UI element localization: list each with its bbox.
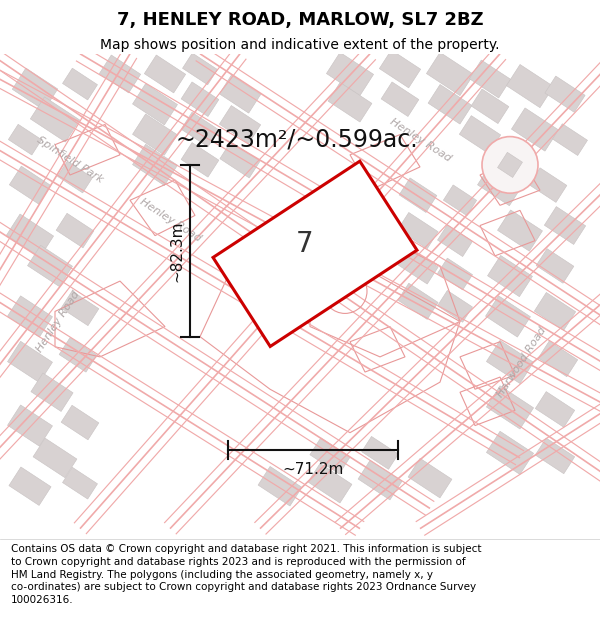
- Polygon shape: [443, 185, 476, 216]
- Polygon shape: [506, 64, 554, 108]
- Polygon shape: [478, 164, 523, 206]
- Polygon shape: [379, 50, 421, 88]
- Polygon shape: [8, 296, 52, 337]
- Polygon shape: [408, 458, 452, 498]
- Text: 7, HENLEY ROAD, MARLOW, SL7 2BZ: 7, HENLEY ROAD, MARLOW, SL7 2BZ: [117, 11, 483, 29]
- Polygon shape: [488, 256, 532, 297]
- Text: Contains OS data © Crown copyright and database right 2021. This information is : Contains OS data © Crown copyright and d…: [11, 544, 481, 605]
- Polygon shape: [536, 249, 574, 283]
- Polygon shape: [381, 82, 419, 116]
- Polygon shape: [535, 292, 575, 331]
- Polygon shape: [8, 124, 41, 155]
- Polygon shape: [258, 466, 302, 506]
- Polygon shape: [553, 124, 587, 156]
- Circle shape: [482, 137, 538, 193]
- Text: Harwood Road: Harwood Road: [496, 325, 548, 399]
- Polygon shape: [326, 52, 374, 96]
- Polygon shape: [7, 214, 53, 258]
- Polygon shape: [398, 213, 438, 249]
- Polygon shape: [398, 248, 438, 284]
- Polygon shape: [545, 76, 585, 112]
- Polygon shape: [362, 436, 398, 469]
- Polygon shape: [308, 463, 352, 503]
- Polygon shape: [133, 114, 178, 155]
- Polygon shape: [213, 161, 417, 346]
- Polygon shape: [8, 405, 52, 446]
- Polygon shape: [535, 392, 575, 428]
- Polygon shape: [62, 468, 97, 499]
- Polygon shape: [428, 84, 472, 124]
- Polygon shape: [58, 161, 92, 193]
- Polygon shape: [535, 438, 575, 474]
- Text: ~2423m²/~0.599ac.: ~2423m²/~0.599ac.: [175, 127, 418, 152]
- Polygon shape: [497, 210, 542, 251]
- Polygon shape: [398, 283, 438, 319]
- Text: Spinfield Park: Spinfield Park: [35, 135, 105, 185]
- Text: Henley Road: Henley Road: [388, 116, 452, 163]
- Polygon shape: [220, 75, 260, 113]
- Polygon shape: [31, 97, 80, 142]
- Text: Henley Road: Henley Road: [35, 289, 82, 354]
- Polygon shape: [33, 438, 77, 478]
- Polygon shape: [497, 152, 523, 178]
- Polygon shape: [469, 60, 511, 98]
- Polygon shape: [133, 144, 178, 186]
- Polygon shape: [181, 142, 219, 177]
- Polygon shape: [460, 116, 500, 154]
- Polygon shape: [437, 258, 472, 290]
- Polygon shape: [328, 82, 372, 122]
- Polygon shape: [61, 291, 99, 326]
- Polygon shape: [487, 431, 533, 474]
- Polygon shape: [182, 53, 217, 85]
- Text: ~71.2m: ~71.2m: [283, 462, 344, 477]
- Polygon shape: [8, 341, 52, 382]
- Polygon shape: [181, 82, 219, 116]
- Polygon shape: [487, 341, 533, 384]
- Polygon shape: [538, 341, 578, 377]
- Polygon shape: [544, 207, 586, 244]
- Text: Henley Road: Henley Road: [137, 197, 202, 244]
- Polygon shape: [437, 291, 472, 322]
- Polygon shape: [399, 178, 437, 212]
- Polygon shape: [310, 438, 350, 474]
- Polygon shape: [220, 106, 260, 143]
- Polygon shape: [220, 142, 260, 178]
- Polygon shape: [133, 84, 178, 125]
- Polygon shape: [427, 52, 473, 96]
- Polygon shape: [12, 68, 58, 110]
- Polygon shape: [529, 168, 567, 202]
- Text: ~82.3m: ~82.3m: [169, 220, 184, 281]
- Polygon shape: [487, 386, 533, 429]
- Polygon shape: [62, 68, 97, 100]
- Polygon shape: [100, 55, 140, 93]
- Polygon shape: [56, 213, 94, 248]
- Polygon shape: [358, 461, 402, 500]
- Polygon shape: [437, 225, 472, 256]
- Polygon shape: [181, 112, 219, 147]
- Polygon shape: [9, 467, 51, 506]
- Polygon shape: [10, 166, 50, 204]
- Polygon shape: [485, 296, 530, 337]
- Text: Map shows position and indicative extent of the property.: Map shows position and indicative extent…: [100, 38, 500, 52]
- Polygon shape: [61, 405, 99, 440]
- Polygon shape: [145, 55, 185, 93]
- Polygon shape: [31, 373, 73, 411]
- Polygon shape: [28, 246, 73, 286]
- Polygon shape: [511, 108, 559, 151]
- Text: 7: 7: [296, 230, 314, 258]
- Polygon shape: [59, 338, 97, 372]
- Polygon shape: [471, 89, 509, 124]
